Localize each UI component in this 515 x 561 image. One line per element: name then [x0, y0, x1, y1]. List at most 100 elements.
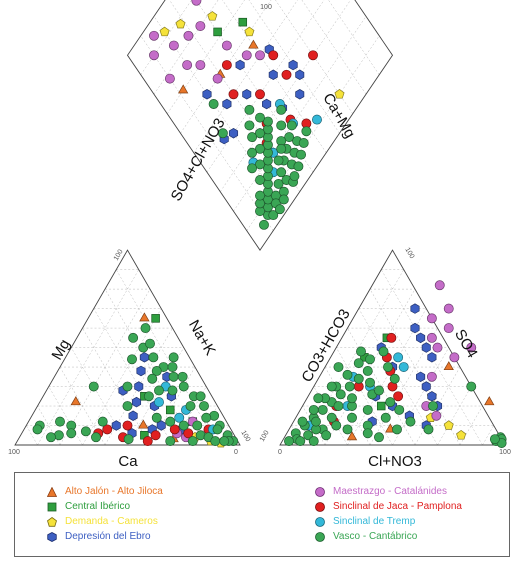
grid-line	[195, 0, 314, 173]
data-point	[344, 381, 355, 392]
data-point	[122, 420, 133, 431]
tick-diamond-top: 100	[260, 4, 272, 11]
legend-column-left: Alto Jalón - Alto Jiloca Central Ibérico…	[47, 485, 163, 545]
legend-marker	[47, 486, 57, 497]
legend-label: Depresión del Ebro	[65, 531, 151, 542]
data-point	[142, 436, 153, 447]
data-point	[426, 371, 437, 382]
data-point	[248, 39, 259, 49]
data-point	[177, 371, 188, 382]
data-point	[255, 190, 265, 201]
data-point	[255, 143, 265, 154]
legend-item-demanda-cameros: Demanda - Cameros	[47, 515, 163, 528]
data-point	[276, 120, 287, 131]
legend-item-alto-jalon: Alto Jalón - Alto Jiloca	[47, 485, 163, 498]
data-point	[268, 50, 279, 61]
data-point	[168, 40, 179, 51]
data-point	[195, 21, 206, 32]
data-point	[168, 352, 179, 363]
grid-line	[140, 0, 192, 75]
data-point	[148, 352, 159, 363]
circle-marker-icon	[315, 501, 325, 512]
tick-anion-left: 0	[278, 449, 282, 456]
data-point	[97, 416, 108, 427]
data-point	[284, 436, 294, 447]
tick-cation-apex: 100	[113, 248, 125, 262]
data-point	[228, 89, 239, 100]
data-point	[308, 404, 319, 415]
circle-marker-icon	[315, 516, 325, 527]
data-point	[276, 104, 287, 115]
data-point	[296, 149, 307, 160]
data-point	[268, 210, 279, 221]
tick-anion-mid-left: 100	[259, 429, 271, 443]
data-point	[222, 98, 232, 110]
grid-line	[275, 0, 353, 114]
data-point	[167, 385, 178, 396]
legend-marker	[315, 516, 325, 527]
grid-line	[437, 386, 472, 446]
data-point	[393, 391, 404, 402]
data-point	[174, 412, 185, 423]
grid-line	[116, 269, 218, 446]
data-point	[356, 346, 366, 357]
data-point	[136, 365, 146, 377]
data-point	[298, 138, 309, 148]
data-point	[151, 366, 162, 376]
data-point	[334, 88, 345, 99]
central-diamond	[126, 0, 394, 251]
legend-marker	[315, 531, 325, 542]
data-point	[195, 391, 206, 402]
data-point	[443, 361, 454, 371]
grid-line	[302, 269, 404, 446]
data-point	[489, 434, 500, 445]
data-point	[255, 112, 265, 123]
grid-line	[328, 0, 380, 75]
data-point	[165, 436, 176, 447]
data-point	[122, 381, 133, 392]
data-point	[405, 416, 416, 427]
data-point	[255, 89, 265, 100]
axis-label-ca: Ca	[118, 453, 138, 470]
data-point	[333, 362, 344, 373]
data-point	[321, 430, 332, 441]
data-point	[293, 161, 304, 172]
data-point	[156, 420, 166, 431]
data-point	[313, 393, 324, 404]
data-point	[128, 410, 138, 422]
data-point	[242, 88, 252, 100]
grid-line	[392, 347, 449, 446]
data-point	[427, 391, 437, 402]
data-point	[70, 396, 81, 406]
grid-line	[246, 35, 380, 231]
data-point	[346, 431, 358, 441]
data-point	[182, 60, 193, 70]
data-point	[32, 424, 43, 435]
data-point	[385, 397, 396, 408]
data-point	[178, 381, 189, 392]
data-point	[353, 358, 364, 369]
data-point	[374, 385, 384, 396]
data-point	[443, 420, 454, 430]
data-point	[386, 332, 397, 343]
data-point	[88, 381, 99, 392]
data-point	[247, 163, 257, 174]
tick-cation-mid-right: 100	[239, 429, 251, 443]
data-point	[143, 391, 154, 402]
data-point	[312, 114, 322, 125]
data-point	[289, 171, 300, 182]
pentagon-marker-icon	[47, 516, 57, 527]
grid-line	[336, 347, 393, 446]
legend-label: Vasco - Cantábrico	[333, 531, 418, 542]
data-point	[443, 303, 454, 314]
data-point	[247, 132, 257, 143]
data-point	[221, 40, 232, 51]
data-point	[195, 60, 206, 70]
data-point	[295, 88, 305, 100]
data-point	[286, 120, 297, 131]
data-point	[398, 362, 409, 373]
grid-line	[82, 327, 151, 446]
data-point	[213, 27, 222, 37]
data-point	[434, 280, 445, 291]
data-point	[123, 434, 134, 445]
